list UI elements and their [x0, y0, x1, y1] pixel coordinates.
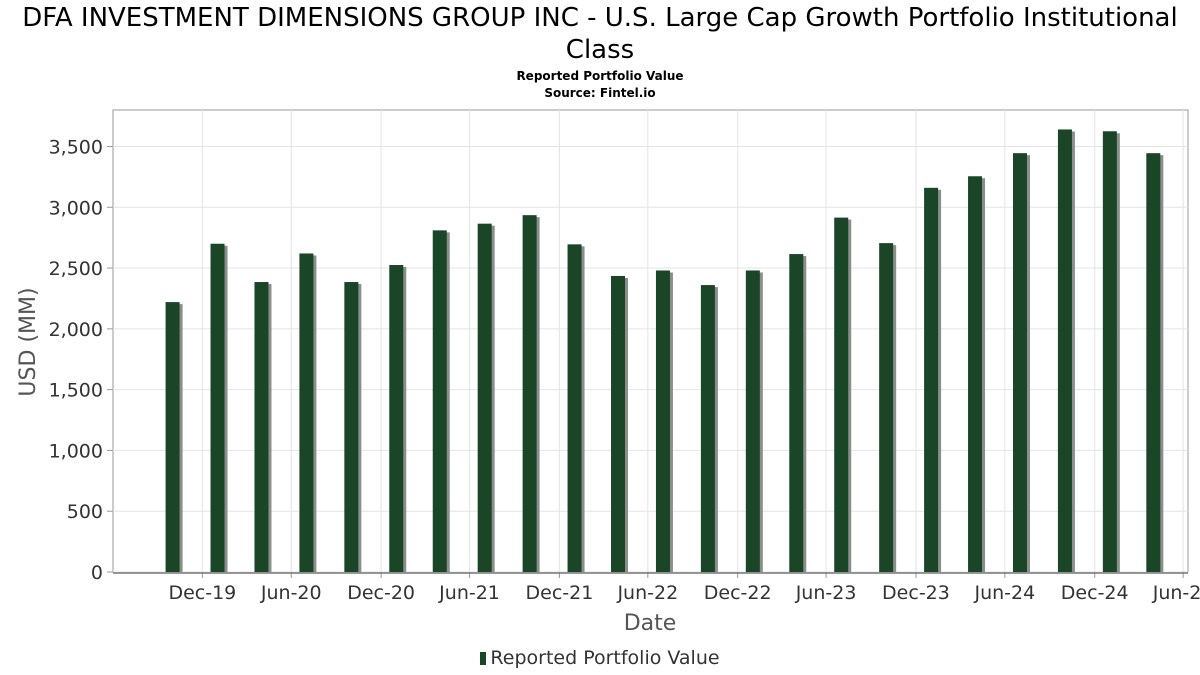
bar — [968, 176, 983, 572]
bar — [879, 243, 894, 572]
bar — [745, 270, 760, 572]
bars — [165, 129, 1164, 573]
x-tick-label: Jun-21 — [438, 582, 500, 604]
x-tick-label: Jun-22 — [616, 582, 678, 604]
bar — [389, 265, 404, 572]
bar — [1146, 153, 1161, 572]
bar — [522, 215, 537, 573]
plot-frame — [112, 109, 1189, 573]
y-tick-label: 1,000 — [49, 440, 103, 462]
x-tick-label: Jun-24 — [973, 582, 1035, 604]
bar — [477, 223, 492, 572]
y-tick-label: 2,000 — [49, 319, 103, 341]
legend: Reported Portfolio Value — [0, 647, 1200, 669]
x-tick-label: Dec-20 — [347, 582, 415, 604]
bar — [611, 275, 626, 572]
bar — [655, 270, 670, 572]
x-tick-label: Jun-20 — [260, 582, 322, 604]
chart-source: Source: Fintel.io — [544, 86, 656, 100]
x-axis-label: Date — [624, 611, 677, 636]
axes: 0 500 1,000 1,500 2,000 2,500 3,000 3,500 Dec-19… — [49, 136, 1200, 604]
x-tick-label: Dec-23 — [882, 582, 950, 604]
bar — [789, 254, 804, 573]
bar — [1012, 153, 1027, 572]
y-tick-label: 1,500 — [49, 380, 103, 402]
x-tick-label: Dec-21 — [526, 582, 594, 604]
legend-label: Reported Portfolio Value — [490, 647, 720, 669]
bar — [924, 187, 939, 572]
bar — [299, 253, 314, 572]
y-tick-label: 2,500 — [49, 258, 103, 280]
x-tick-label: Jun-25 — [1152, 582, 1200, 604]
grid-lines — [112, 109, 1189, 573]
bar — [1057, 129, 1072, 572]
y-tick-label: 3,000 — [49, 197, 103, 219]
chart-title: DFA INVESTMENT DIMENSIONS GROUP INC - U.… — [22, 3, 1178, 65]
bar — [1102, 131, 1117, 573]
y-axis-label: USD (MM) — [16, 287, 41, 396]
bar — [432, 230, 447, 572]
x-tick-label: Dec-24 — [1061, 582, 1129, 604]
bar — [210, 243, 225, 572]
bar — [700, 285, 715, 572]
bar — [834, 217, 849, 573]
y-tick-label: 0 — [91, 562, 103, 584]
bar — [165, 302, 180, 572]
y-tick-label: 500 — [67, 501, 103, 523]
chart-subtitle: Reported Portfolio Value — [516, 69, 684, 83]
bar — [567, 244, 582, 573]
x-tick-label: Dec-19 — [168, 582, 236, 604]
y-tick-label: 3,500 — [49, 136, 103, 158]
x-tick-label: Jun-23 — [795, 582, 857, 604]
x-tick-label: Dec-22 — [704, 582, 772, 604]
bar — [344, 282, 359, 572]
bar — [254, 282, 269, 572]
legend-swatch — [480, 652, 487, 665]
